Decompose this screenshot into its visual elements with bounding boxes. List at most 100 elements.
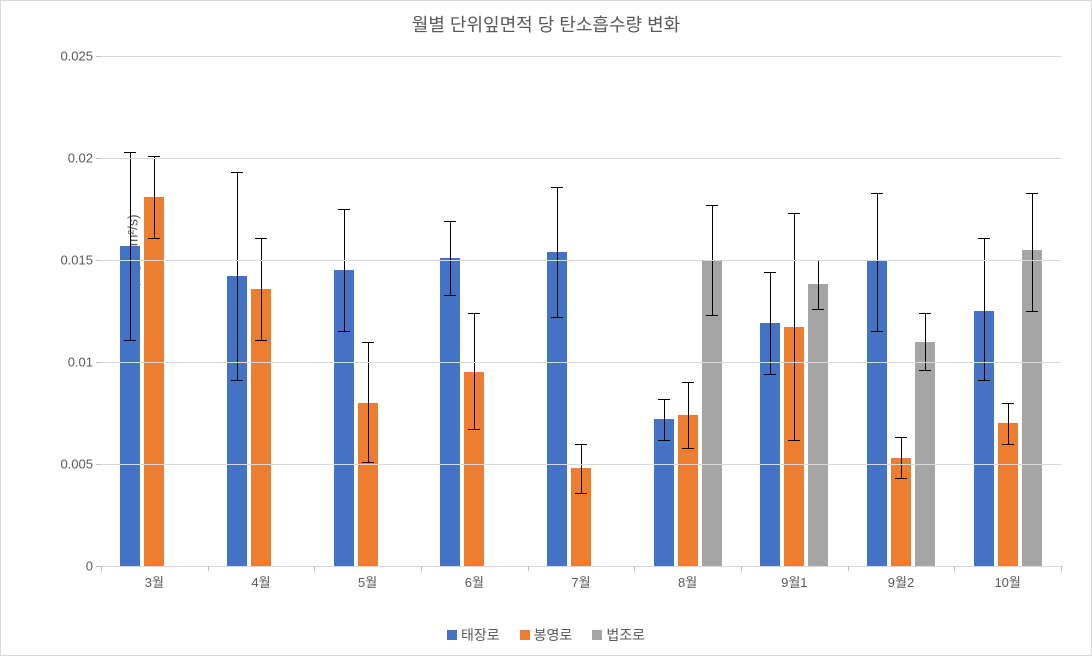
error-cap bbox=[444, 221, 456, 222]
bar bbox=[998, 423, 1018, 566]
x-tick-label: 10월 bbox=[994, 572, 1020, 591]
error-cap bbox=[1026, 311, 1038, 312]
error-bar bbox=[261, 238, 262, 340]
y-tick-label: 0.005 bbox=[60, 457, 93, 472]
error-bar bbox=[877, 193, 878, 332]
legend-swatch bbox=[592, 630, 602, 640]
x-tick-mark bbox=[208, 566, 209, 571]
error-cap bbox=[978, 380, 990, 381]
error-bar bbox=[154, 156, 155, 238]
x-tick-mark bbox=[954, 566, 955, 571]
bar bbox=[654, 419, 674, 566]
error-cap bbox=[764, 374, 776, 375]
error-cap bbox=[871, 331, 883, 332]
error-bar bbox=[770, 272, 771, 374]
error-bar bbox=[581, 444, 582, 493]
y-tick-label: 0.025 bbox=[60, 49, 93, 64]
bar bbox=[808, 284, 828, 566]
error-bar bbox=[1008, 403, 1009, 444]
error-bar bbox=[1032, 193, 1033, 311]
error-bar bbox=[368, 342, 369, 462]
y-tick-mark bbox=[96, 158, 101, 159]
error-cap bbox=[338, 209, 350, 210]
error-cap bbox=[255, 238, 267, 239]
error-cap bbox=[895, 478, 907, 479]
x-tick-label: 4월 bbox=[251, 572, 270, 591]
error-cap bbox=[551, 317, 563, 318]
error-bar bbox=[130, 152, 131, 340]
error-cap bbox=[658, 440, 670, 441]
error-bar bbox=[450, 221, 451, 294]
error-cap bbox=[919, 370, 931, 371]
x-tick-mark bbox=[314, 566, 315, 571]
x-tick-label: 9월2 bbox=[888, 572, 914, 591]
error-cap bbox=[788, 213, 800, 214]
error-bar bbox=[557, 187, 558, 318]
y-tick-label: 0.01 bbox=[68, 355, 93, 370]
error-cap bbox=[706, 205, 718, 206]
error-cap bbox=[551, 187, 563, 188]
error-bar bbox=[664, 399, 665, 440]
error-bar bbox=[474, 313, 475, 429]
error-bar bbox=[818, 260, 819, 309]
legend-item: 태장로 bbox=[447, 625, 500, 645]
x-tick-label: 9월1 bbox=[781, 572, 807, 591]
error-cap bbox=[444, 295, 456, 296]
y-gridline bbox=[101, 566, 1061, 567]
x-tick-mark bbox=[1061, 566, 1062, 571]
error-cap bbox=[682, 448, 694, 449]
chart-title: 월별 단위잎면적 당 탄소흡수량 변화 bbox=[1, 11, 1091, 37]
x-tick-label: 8월 bbox=[678, 572, 697, 591]
error-bar bbox=[901, 437, 902, 478]
error-cap bbox=[362, 462, 374, 463]
x-tick-mark bbox=[848, 566, 849, 571]
error-cap bbox=[1026, 193, 1038, 194]
error-cap bbox=[124, 340, 136, 341]
error-cap bbox=[919, 313, 931, 314]
error-cap bbox=[658, 399, 670, 400]
error-cap bbox=[1002, 444, 1014, 445]
error-cap bbox=[575, 493, 587, 494]
y-tick-label: 0.015 bbox=[60, 253, 93, 268]
x-tick-label: 5월 bbox=[358, 572, 377, 591]
error-cap bbox=[706, 315, 718, 316]
bars-layer bbox=[101, 56, 1061, 566]
y-tick-label: 0 bbox=[86, 559, 93, 574]
legend-label: 봉영로 bbox=[534, 625, 573, 645]
error-bar bbox=[688, 382, 689, 447]
y-gridline bbox=[101, 464, 1061, 465]
plot-area: 00.0050.010.0150.020.0253월4월5월6월7월8월9월19… bbox=[101, 56, 1061, 567]
x-tick-label: 6월 bbox=[465, 572, 484, 591]
error-bar bbox=[344, 209, 345, 331]
error-cap bbox=[1002, 403, 1014, 404]
legend-swatch bbox=[520, 630, 530, 640]
y-tick-mark bbox=[96, 260, 101, 261]
x-tick-mark bbox=[634, 566, 635, 571]
bar bbox=[144, 197, 164, 566]
error-cap bbox=[871, 193, 883, 194]
error-cap bbox=[231, 380, 243, 381]
legend-label: 법조로 bbox=[606, 625, 645, 645]
error-cap bbox=[788, 440, 800, 441]
error-cap bbox=[231, 172, 243, 173]
x-tick-mark bbox=[421, 566, 422, 571]
y-gridline bbox=[101, 362, 1061, 363]
bar bbox=[915, 342, 935, 566]
y-tick-mark bbox=[96, 56, 101, 57]
x-tick-label: 7월 bbox=[571, 572, 590, 591]
error-cap bbox=[978, 238, 990, 239]
error-bar bbox=[794, 213, 795, 439]
error-cap bbox=[468, 429, 480, 430]
error-cap bbox=[764, 272, 776, 273]
x-tick-mark bbox=[101, 566, 102, 571]
legend: 태장로 봉영로 법조로 bbox=[1, 625, 1091, 645]
x-tick-mark bbox=[741, 566, 742, 571]
y-tick-mark bbox=[96, 464, 101, 465]
error-cap bbox=[468, 313, 480, 314]
error-cap bbox=[148, 238, 160, 239]
bar bbox=[440, 258, 460, 566]
chart-container: 월별 단위잎면적 당 탄소흡수량 변화 단위잎면적 당 탄소흡수량 (mg C/… bbox=[0, 0, 1092, 656]
x-tick-mark bbox=[528, 566, 529, 571]
error-cap bbox=[575, 444, 587, 445]
error-cap bbox=[895, 437, 907, 438]
